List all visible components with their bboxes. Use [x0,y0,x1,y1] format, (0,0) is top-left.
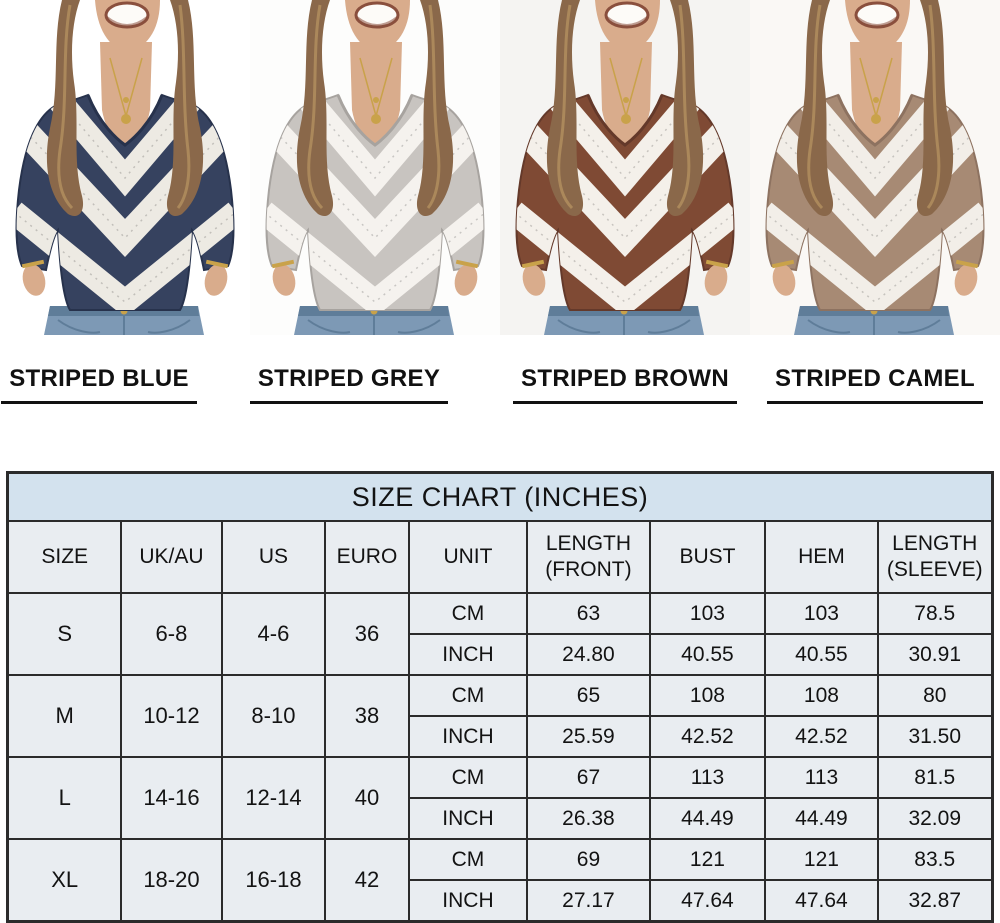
sweater-model-illustration [500,0,750,335]
product-photo-striped-blue [0,0,250,335]
col-header-ukau: UK/AU [119,520,223,594]
sweater-model-illustration [0,0,250,335]
bust-inch-s: 40.55 [648,633,766,676]
col-header-us: US [220,520,326,594]
size-cell-l: L [6,756,122,840]
hem-cm-m: 108 [763,674,879,717]
col-header-length-front: LENGTH (FRONT) [525,520,651,594]
ukau-cell-xl: 18-20 [119,838,223,923]
product-photo-striped-camel [750,0,1000,335]
hem-cm-s: 103 [763,592,879,635]
hem-inch-s: 40.55 [763,633,879,676]
us-cell-m: 8-10 [220,674,326,758]
length-sleeve-inch-l: 32.09 [876,797,994,840]
length-sleeve-cm-m: 80 [876,674,994,717]
hem-inch-m: 42.52 [763,715,879,758]
ukau-cell-s: 6-8 [119,592,223,676]
size-cell-m: M [6,674,122,758]
variant-labels-row: STRIPED BLUE STRIPED GREY STRIPED BROWN … [0,335,1000,409]
length-front-inch-xl: 27.17 [525,879,651,923]
length-front-inch-s: 24.80 [525,633,651,676]
length-sleeve-inch-s: 30.91 [876,633,994,676]
variant-label-striped-grey: STRIPED GREY [249,365,449,404]
length-front-cm-l: 67 [525,756,651,799]
unit-cm-cell: CM [407,756,528,799]
col-header-bust: BUST [648,520,766,594]
sweater-model-illustration [250,0,500,335]
size-chart-title: SIZE CHART (INCHES) [6,471,994,522]
euro-cell-xl: 42 [323,838,410,923]
us-cell-l: 12-14 [220,756,326,840]
size-cell-s: S [6,592,122,676]
hem-cm-l: 113 [763,756,879,799]
length-front-inch-m: 25.59 [525,715,651,758]
us-cell-s: 4-6 [220,592,326,676]
unit-inch-cell: INCH [407,797,528,840]
length-front-cm-xl: 69 [525,838,651,881]
length-sleeve-inch-xl: 32.87 [876,879,994,923]
size-chart-table: SIZE CHART (INCHES) SIZE UK/AU US EURO U… [6,471,994,923]
variant-label-striped-blue: STRIPED BLUE [1,365,197,404]
product-photo-striped-brown [500,0,750,335]
ukau-cell-m: 10-12 [119,674,223,758]
bust-cm-xl: 121 [648,838,766,881]
euro-cell-s: 36 [323,592,410,676]
col-header-size: SIZE [6,520,122,594]
product-photo-striped-grey [250,0,500,335]
variant-label-striped-camel: STRIPED CAMEL [767,365,983,404]
us-cell-xl: 16-18 [220,838,326,923]
hem-inch-l: 44.49 [763,797,879,840]
hem-inch-xl: 47.64 [763,879,879,923]
col-header-length-sleeve: LENGTH (SLEEVE) [876,520,994,594]
euro-cell-m: 38 [323,674,410,758]
length-sleeve-cm-xl: 83.5 [876,838,994,881]
length-front-cm-m: 65 [525,674,651,717]
size-cell-xl: XL [6,838,122,923]
bust-inch-m: 42.52 [648,715,766,758]
length-front-inch-l: 26.38 [525,797,651,840]
product-photos-row [0,0,1000,335]
unit-cm-cell: CM [407,838,528,881]
col-header-euro: EURO [323,520,410,594]
length-sleeve-inch-m: 31.50 [876,715,994,758]
bust-inch-xl: 47.64 [648,879,766,923]
unit-cm-cell: CM [407,592,528,635]
col-header-unit: UNIT [407,520,528,594]
length-front-cm-s: 63 [525,592,651,635]
bust-cm-l: 113 [648,756,766,799]
length-sleeve-cm-l: 81.5 [876,756,994,799]
unit-inch-cell: INCH [407,879,528,923]
euro-cell-l: 40 [323,756,410,840]
bust-cm-s: 103 [648,592,766,635]
unit-inch-cell: INCH [407,633,528,676]
bust-inch-l: 44.49 [648,797,766,840]
ukau-cell-l: 14-16 [119,756,223,840]
bust-cm-m: 108 [648,674,766,717]
unit-cm-cell: CM [407,674,528,717]
hem-cm-xl: 121 [763,838,879,881]
sweater-model-illustration [750,0,1000,335]
col-header-hem: HEM [763,520,879,594]
unit-inch-cell: INCH [407,715,528,758]
variant-label-striped-brown: STRIPED BROWN [513,365,737,404]
length-sleeve-cm-s: 78.5 [876,592,994,635]
